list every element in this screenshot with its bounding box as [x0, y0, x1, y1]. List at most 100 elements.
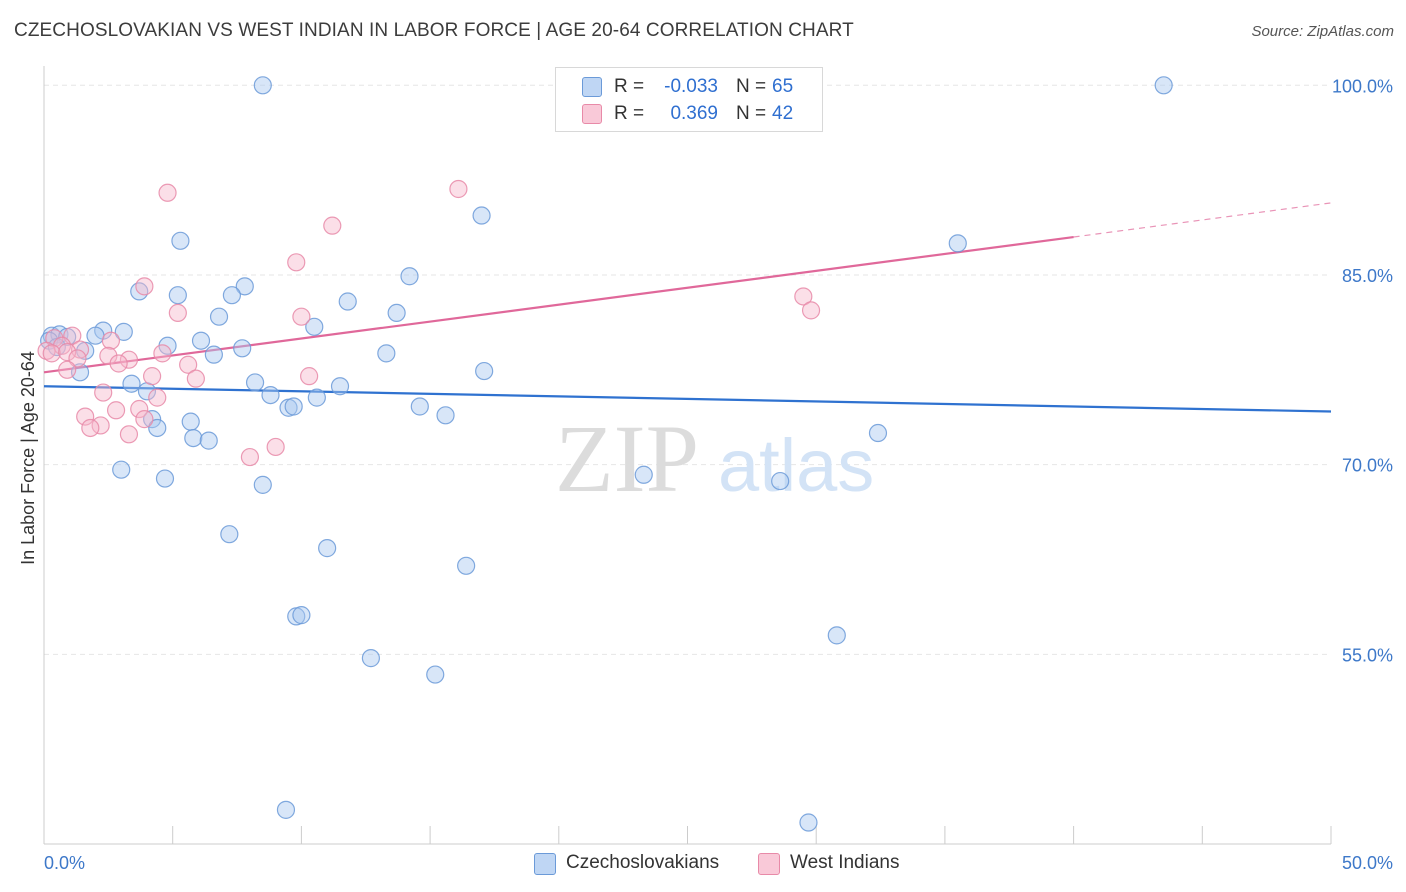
data-point-west-indians	[179, 355, 198, 374]
data-point-czechoslovakians	[318, 539, 337, 558]
legend-row-west-indians: R = 0.369 N = 42	[556, 101, 822, 127]
legend-swatch-blue	[534, 853, 556, 875]
data-point-czechoslovakians	[199, 431, 218, 450]
data-point-czechoslovakians	[253, 76, 272, 95]
data-point-czechoslovakians	[307, 388, 326, 407]
data-point-west-indians	[292, 307, 311, 326]
legend-n-value: 42	[772, 103, 794, 124]
data-point-czechoslovakians	[184, 428, 203, 448]
data-point-west-indians	[287, 253, 306, 272]
data-point-czechoslovakians	[457, 556, 476, 575]
y-tick-labels: 55.0% 70.0% 85.0% 100.0%	[1332, 76, 1393, 665]
data-point-czechoslovakians	[948, 234, 967, 253]
data-point-czechoslovakians	[410, 397, 429, 416]
x-tick-label: 50.0%	[1342, 853, 1393, 873]
data-point-czechoslovakians	[168, 286, 187, 305]
data-point-czechoslovakians	[86, 326, 105, 345]
legend-n-value: 65	[772, 76, 794, 97]
data-point-czechoslovakians	[634, 465, 653, 484]
data-point-west-indians	[119, 350, 139, 369]
y-tick-label: 100.0%	[1332, 76, 1393, 96]
data-point-west-indians	[266, 437, 285, 457]
legend-r-label: R =	[614, 76, 645, 97]
data-point-west-indians	[42, 344, 61, 363]
data-point-west-indians	[148, 388, 167, 407]
data-point-czechoslovakians	[377, 344, 396, 363]
data-point-czechoslovakians	[472, 206, 491, 225]
data-point-czechoslovakians	[220, 525, 239, 544]
legend-n-label: N =	[736, 76, 767, 97]
legend-row-czechoslovakians: R = -0.033 N = 65	[556, 74, 822, 100]
data-point-czechoslovakians	[361, 649, 380, 668]
trend-line-extension	[1073, 202, 1332, 238]
data-point-west-indians	[119, 425, 139, 444]
y-tick-label: 55.0%	[1342, 645, 1393, 665]
data-point-west-indians	[168, 303, 187, 323]
data-point-czechoslovakians	[222, 286, 242, 305]
data-point-czechoslovakians	[338, 292, 357, 311]
data-point-czechoslovakians	[284, 397, 303, 416]
data-point-czechoslovakians	[305, 317, 324, 336]
data-point-czechoslovakians	[235, 277, 254, 296]
trend-line-west-indians	[43, 235, 1074, 374]
watermark-zip: ZIP	[555, 405, 699, 512]
data-point-czechoslovakians	[771, 471, 790, 491]
data-point-west-indians	[37, 341, 56, 360]
legend: R = -0.033 N = 65 R = 0.369 N = 42	[555, 67, 823, 132]
data-point-west-indians	[135, 277, 154, 296]
y-axis-title: In Labor Force | Age 20-64	[18, 351, 38, 565]
chart-title: CZECHOSLOVAKIAN VS WEST INDIAN IN LABOR …	[14, 20, 854, 41]
data-point-west-indians	[186, 369, 205, 388]
data-point-czechoslovakians	[253, 475, 272, 494]
data-point-czechoslovakians	[143, 410, 162, 429]
y-tick-label: 70.0%	[1342, 456, 1393, 476]
data-point-czechoslovakians	[112, 460, 131, 479]
grid-lines	[44, 84, 1331, 655]
data-point-czechoslovakians	[868, 423, 888, 443]
data-point-west-indians	[143, 367, 162, 386]
data-point-west-indians	[58, 343, 77, 362]
trend-lines	[43, 202, 1332, 413]
data-point-czechoslovakians	[276, 800, 296, 819]
data-point-west-indians	[449, 179, 468, 199]
data-point-west-indians	[106, 401, 126, 420]
data-point-czechoslovakians	[148, 418, 167, 438]
data-point-czechoslovakians	[191, 331, 211, 350]
data-point-west-indians	[323, 216, 342, 235]
data-point-czechoslovakians	[204, 345, 223, 364]
data-point-czechoslovakians	[261, 385, 280, 405]
data-point-czechoslovakians	[245, 373, 265, 392]
data-point-west-indians	[300, 367, 319, 386]
y-tick-label: 85.0%	[1342, 266, 1393, 286]
data-point-west-indians	[801, 301, 821, 320]
legend-swatch-pink	[582, 104, 602, 124]
data-point-west-indians	[109, 354, 128, 373]
watermark: ZIP atlas	[555, 405, 874, 512]
data-point-west-indians	[240, 447, 260, 467]
legend-n-label: N =	[736, 103, 767, 124]
data-point-west-indians	[68, 349, 87, 368]
data-point-west-indians	[81, 418, 100, 438]
data-point-west-indians	[99, 346, 118, 365]
data-point-czechoslovakians	[827, 626, 846, 645]
legend-r-label: R =	[614, 103, 645, 124]
data-point-czechoslovakians	[799, 813, 818, 832]
data-points	[37, 76, 1173, 832]
data-point-czechoslovakians	[181, 412, 200, 431]
data-point-czechoslovakians	[292, 606, 311, 625]
data-point-west-indians	[130, 399, 149, 419]
legend-swatch-blue	[582, 77, 602, 97]
data-point-czechoslovakians	[400, 267, 419, 286]
legend-r-value: -0.033	[664, 76, 718, 97]
legend-label: West Indians	[790, 852, 900, 873]
data-point-czechoslovakians	[155, 469, 175, 488]
legend-r-value: 0.369	[670, 103, 718, 124]
data-point-czechoslovakians	[330, 377, 350, 396]
data-point-west-indians	[76, 407, 95, 426]
data-point-west-indians	[94, 383, 113, 402]
data-point-west-indians	[794, 287, 813, 306]
data-point-west-indians	[101, 331, 121, 350]
watermark-atlas: atlas	[718, 424, 874, 507]
data-point-west-indians	[153, 344, 172, 363]
